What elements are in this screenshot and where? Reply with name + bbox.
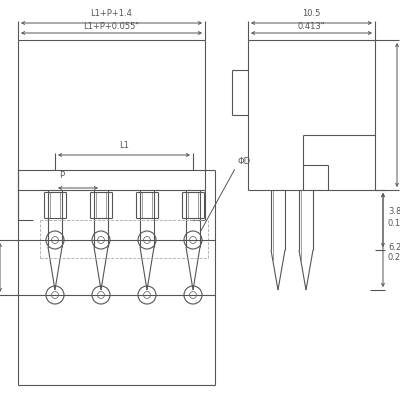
Text: L1+P+1.4: L1+P+1.4 (90, 9, 132, 18)
Text: 0.148": 0.148" (388, 220, 400, 228)
Text: 6.2: 6.2 (388, 243, 400, 252)
Text: L1+P+0.055": L1+P+0.055" (84, 22, 140, 31)
Text: 3.8: 3.8 (388, 207, 400, 216)
Text: 0.246": 0.246" (388, 254, 400, 263)
Text: P: P (59, 171, 64, 180)
Text: ΦD: ΦD (237, 158, 250, 167)
Text: 0.413": 0.413" (298, 22, 325, 31)
Text: 10.5: 10.5 (302, 9, 321, 18)
Text: L1: L1 (119, 141, 129, 150)
